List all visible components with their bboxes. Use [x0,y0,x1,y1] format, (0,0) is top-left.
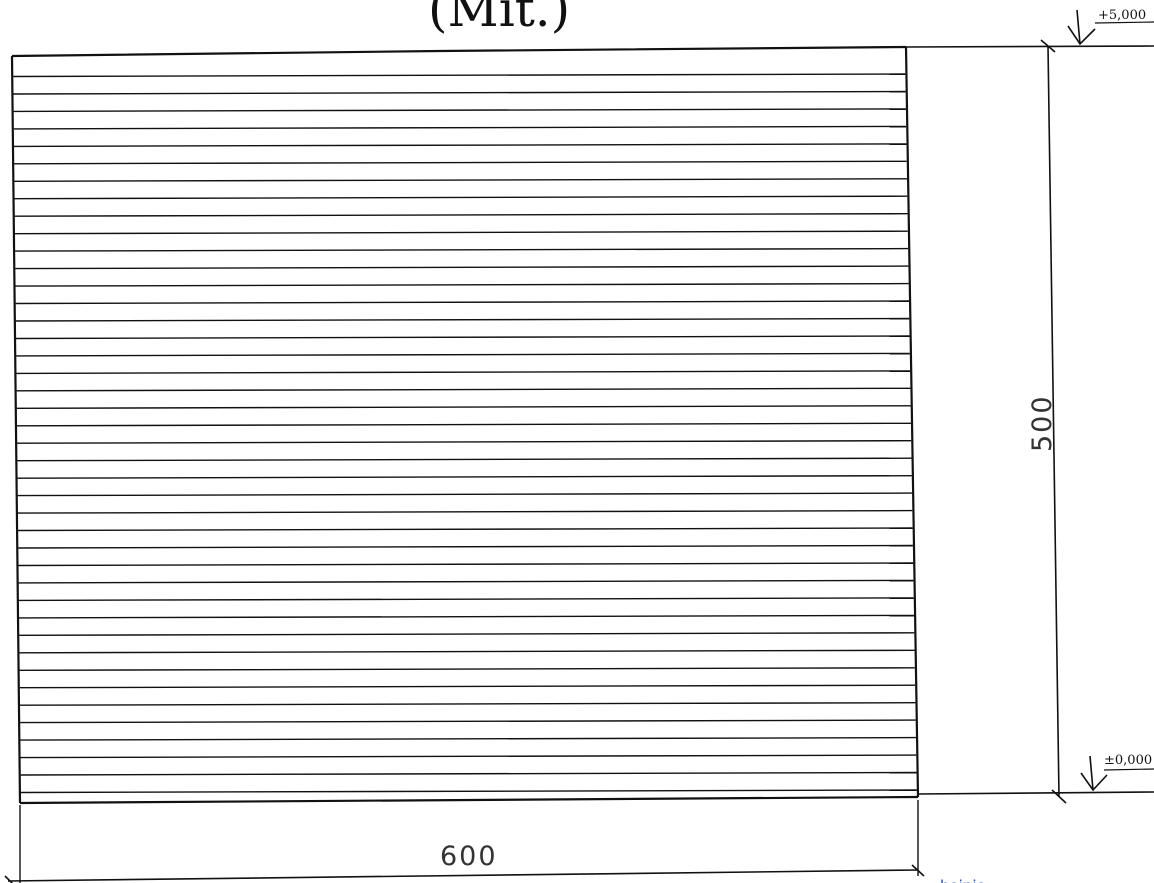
slat-line [18,579,914,584]
footer-note: hoinio [940,877,986,883]
slat-line [14,230,908,235]
slat-line [19,649,915,654]
width-dimension [4,800,925,883]
extension-lines [905,45,1154,795]
slat-line [17,509,913,514]
slat-line [18,527,913,532]
slat-line [20,771,917,776]
slat-line [14,195,908,200]
slat-line [16,370,911,375]
width-dimension-label: 600 [440,841,498,872]
slat-line [15,317,910,322]
slat-line [16,387,911,392]
slat-line [20,719,916,724]
slat-line [16,422,911,427]
slat-line [20,736,917,741]
slat-line [19,684,916,689]
slat-line [19,702,916,706]
level-bottom-label: ±0,000 [1104,753,1152,768]
slat-line [15,247,909,252]
slat-line [14,178,908,183]
slat-lines [13,73,917,794]
slat-line [13,90,906,95]
slat-line [14,160,907,165]
height-dimension [1040,39,1067,804]
slat-line [16,352,910,357]
slat-line [15,282,909,287]
slat-line [18,614,915,619]
slat-line [18,562,914,567]
slat-line [17,440,912,444]
slat-line [13,125,907,130]
height-dimension-label: 500 [1027,394,1058,452]
drawing-title: (Mit.) [428,0,570,38]
slat-line [18,544,913,549]
level-marker-bottom [1080,755,1154,792]
slat-line [15,265,909,270]
panel-outline [10,45,920,805]
slat-line [13,73,906,78]
slat-line [17,492,913,497]
slat-line [15,335,910,340]
slat-line [17,475,912,479]
slat-line [16,405,911,409]
level-marker-top [1067,9,1154,46]
slat-line [18,597,914,602]
slat-line [19,632,915,636]
slat-line [15,300,910,305]
slat-line [17,457,912,462]
slat-line [20,789,917,794]
slat-line [13,143,907,148]
level-top-label: +5,000 [1098,8,1146,23]
slat-line [14,213,908,217]
slat-line [19,667,915,671]
slat-line [20,754,917,759]
slat-line [13,108,906,113]
